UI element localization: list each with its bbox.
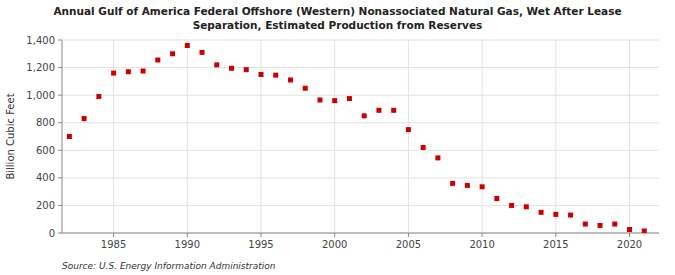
tick <box>113 233 114 237</box>
tick-label: 1,000 <box>26 90 55 101</box>
tick <box>555 233 556 237</box>
grid-line <box>482 40 483 233</box>
tick <box>482 233 483 237</box>
tick-label: 800 <box>36 117 55 128</box>
point <box>111 71 116 76</box>
title-line: Annual Gulf of America Federal Offshore … <box>53 5 621 17</box>
grid-line <box>187 40 188 233</box>
grid-line <box>62 205 659 206</box>
point <box>465 183 470 188</box>
point <box>524 204 529 209</box>
grid-line <box>113 40 114 233</box>
grid-line <box>334 40 335 233</box>
point <box>598 223 603 228</box>
tick <box>58 40 62 41</box>
point <box>82 116 87 121</box>
grid-line <box>62 150 659 151</box>
point <box>539 210 544 215</box>
point <box>509 203 514 208</box>
point <box>347 96 352 101</box>
title: Annual Gulf of America Federal Offshore … <box>53 5 621 31</box>
point <box>435 155 440 160</box>
tick <box>629 233 630 237</box>
tick <box>58 150 62 151</box>
tick-label: 0 <box>49 228 55 239</box>
grid-line <box>408 40 409 233</box>
y-axis-label: Billion Cubic Feet <box>5 93 16 179</box>
tick <box>58 233 62 234</box>
tick <box>58 205 62 206</box>
point <box>494 196 499 201</box>
tick-label: 200 <box>36 200 55 211</box>
tick-label: 2000 <box>322 239 347 250</box>
tick-label: 400 <box>36 172 55 183</box>
source: Source: U.S. Energy Information Administ… <box>62 261 276 271</box>
point <box>376 108 381 113</box>
point <box>391 108 396 113</box>
point <box>612 222 617 227</box>
point <box>170 51 175 56</box>
grid-line <box>62 122 659 123</box>
point <box>126 69 131 74</box>
tick-label: 1,400 <box>26 35 55 46</box>
point <box>627 227 632 232</box>
point <box>214 62 219 67</box>
point <box>96 94 101 99</box>
point <box>273 73 278 78</box>
grid-line <box>62 177 659 178</box>
point <box>421 145 426 150</box>
point <box>332 98 337 103</box>
points <box>67 43 647 233</box>
point <box>303 86 308 91</box>
point <box>155 57 160 62</box>
tick <box>58 122 62 123</box>
point <box>406 127 411 132</box>
tick <box>58 67 62 68</box>
title-line: Separation, Estimated Production from Re… <box>193 19 483 31</box>
grid-line <box>629 40 630 233</box>
tick-label: 1985 <box>101 239 126 250</box>
grid-line <box>62 233 659 234</box>
grid-line <box>62 95 659 96</box>
tick <box>334 233 335 237</box>
point <box>200 50 205 55</box>
point <box>642 228 647 233</box>
tick-label: 600 <box>36 145 55 156</box>
point <box>480 184 485 189</box>
point <box>568 213 573 218</box>
tick-label: 1,200 <box>26 62 55 73</box>
chart: Annual Gulf of America Federal Offshore … <box>0 0 675 275</box>
point <box>244 67 249 72</box>
tick <box>58 177 62 178</box>
point <box>553 212 558 217</box>
grid-line <box>555 40 556 233</box>
tick-label: 2005 <box>396 239 421 250</box>
tick <box>58 95 62 96</box>
x-axis <box>62 233 659 234</box>
grid-line <box>62 67 659 68</box>
grid-line <box>261 40 262 233</box>
tick-label: 1990 <box>175 239 200 250</box>
point <box>185 43 190 48</box>
y-axis <box>62 40 63 233</box>
tick-label: 2015 <box>543 239 568 250</box>
tick-label: 2020 <box>617 239 642 250</box>
point <box>317 97 322 102</box>
point <box>362 113 367 118</box>
tick <box>408 233 409 237</box>
grid-line <box>62 40 659 41</box>
point <box>259 72 264 77</box>
tick <box>261 233 262 237</box>
point <box>229 66 234 71</box>
tick <box>187 233 188 237</box>
point <box>450 181 455 186</box>
point <box>583 222 588 227</box>
point <box>288 77 293 82</box>
tick-label: 1995 <box>248 239 273 250</box>
point <box>67 134 72 139</box>
point <box>141 69 146 74</box>
tick-label: 2010 <box>469 239 494 250</box>
